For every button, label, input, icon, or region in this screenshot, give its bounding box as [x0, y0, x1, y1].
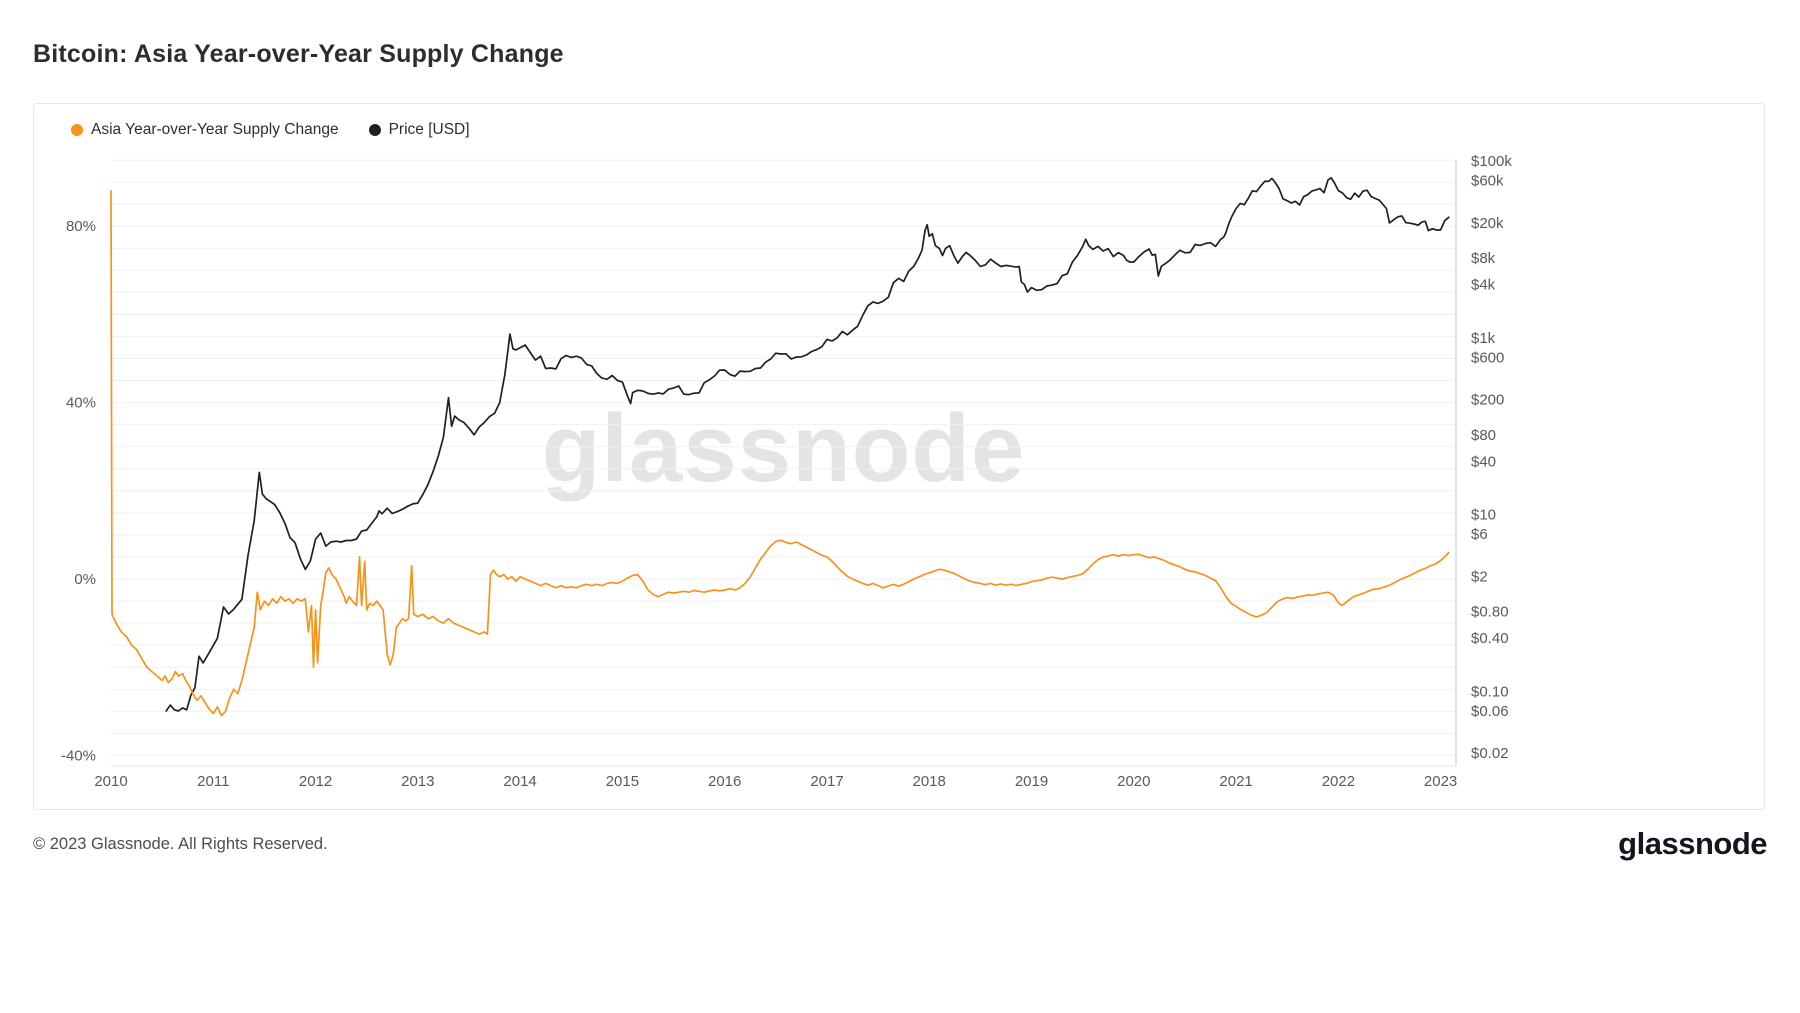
- supply-change-legend-dot-icon: [71, 124, 83, 136]
- x-axis-tick-label: 2021: [1219, 773, 1252, 790]
- x-axis-tick-label: 2011: [197, 773, 229, 790]
- right-axis-tick-label: $0.40: [1471, 630, 1509, 647]
- left-axis-tick-label: -40%: [61, 747, 96, 764]
- left-axis-tick-label: 80%: [66, 218, 96, 235]
- legend-label-price: Price [USD]: [388, 121, 470, 138]
- x-axis-tick-label: 2014: [503, 773, 536, 790]
- copyright-text: © 2023 Glassnode. All Rights Reserved.: [33, 834, 328, 853]
- x-axis-tick-label: 2010: [94, 773, 127, 790]
- right-axis-tick-label: $200: [1471, 392, 1504, 409]
- legend-label-supply-change: Asia Year-over-Year Supply Change: [91, 121, 339, 138]
- left-axis-tick-label: 40%: [66, 395, 96, 412]
- right-axis-ticks: $100k $60k $20k $8k $4k $1k $600 $200 $80 $40 $10 $…: [1471, 153, 1512, 762]
- x-axis-tick-label: 2017: [810, 773, 843, 790]
- right-axis-tick-label: $4k: [1471, 277, 1496, 294]
- glassnode-logo[interactable]: glassnode: [1618, 826, 1767, 861]
- x-axis-tick-label: 2020: [1117, 773, 1150, 790]
- right-axis-tick-label: $100k: [1471, 153, 1512, 170]
- supply-change-chart[interactable]: 80% 40% 0% -40% $100k $60k $20k $8k $4k $1k $600 $2…: [34, 104, 1764, 809]
- chart-card: Asia Year-over-Year Supply Change Price …: [33, 103, 1765, 810]
- x-axis-tick-label: 2015: [606, 773, 639, 790]
- footer: © 2023 Glassnode. All Rights Reserved. g…: [33, 822, 1767, 866]
- price-line: [165, 177, 1450, 712]
- page-title: Bitcoin: Asia Year-over-Year Supply Chan…: [33, 40, 564, 68]
- legend-item-supply-change[interactable]: Asia Year-over-Year Supply Change: [71, 121, 339, 139]
- chart-legend: Asia Year-over-Year Supply Change Price …: [71, 121, 470, 139]
- x-axis-tick-label: 2019: [1015, 773, 1048, 790]
- right-axis-tick-label: $40: [1471, 453, 1496, 470]
- right-axis-tick-label: $6: [1471, 526, 1488, 543]
- right-axis-tick-label: $10: [1471, 507, 1496, 524]
- x-axis-ticks: 2010 2011 2012 2013 2014 2015 2016 2017 2018 2019…: [94, 773, 1457, 790]
- right-axis-tick-label: $8k: [1471, 250, 1496, 267]
- price-legend-dot-icon: [368, 124, 381, 136]
- right-axis-tick-label: $1k: [1471, 330, 1496, 347]
- right-axis-tick-label: $20k: [1471, 215, 1504, 232]
- left-axis-tick-label: 0%: [74, 571, 96, 588]
- right-axis-tick-label: $0.02: [1471, 745, 1509, 762]
- x-axis-tick-label: 2012: [299, 773, 332, 790]
- x-axis-tick-label: 2013: [401, 773, 434, 790]
- right-axis-tick-label: $0.06: [1471, 703, 1509, 720]
- right-axis-tick-label: $2: [1471, 568, 1488, 585]
- x-axis-tick-label: 2023: [1424, 773, 1457, 790]
- right-axis-tick-label: $80: [1471, 427, 1496, 444]
- glassnode-watermark: glassnode: [541, 395, 1026, 502]
- x-axis-tick-label: 2018: [913, 773, 946, 790]
- x-axis-tick-label: 2022: [1322, 773, 1355, 790]
- right-axis-tick-label: $0.80: [1471, 604, 1509, 621]
- right-axis-tick-label: $600: [1471, 349, 1504, 366]
- right-axis-tick-label: $60k: [1471, 173, 1504, 190]
- right-axis-tick-label: $0.10: [1471, 683, 1509, 700]
- legend-item-price[interactable]: Price [USD]: [368, 121, 470, 139]
- x-axis-tick-label: 2016: [708, 773, 741, 790]
- supply-change-line: [110, 190, 1450, 717]
- left-axis-ticks: 80% 40% 0% -40%: [61, 218, 96, 764]
